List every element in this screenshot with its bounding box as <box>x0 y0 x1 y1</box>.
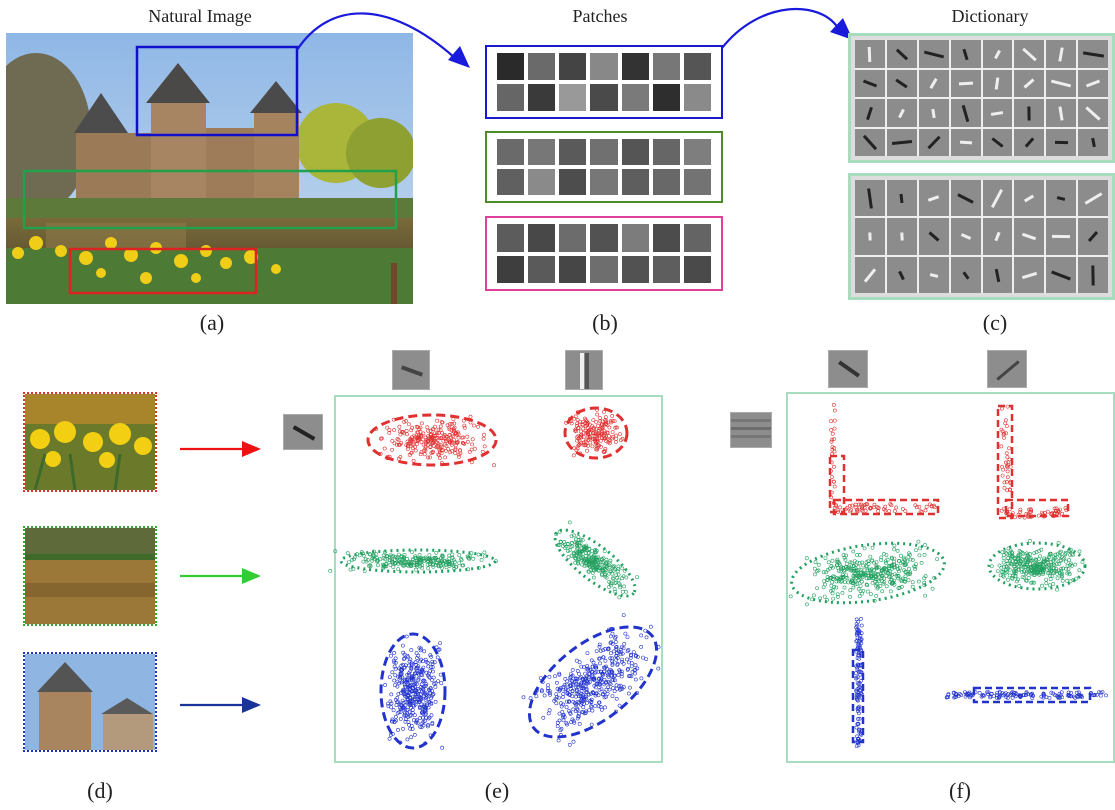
patches-flowers <box>485 216 723 291</box>
dictionary-atom <box>886 218 917 255</box>
dictionary-atom <box>1078 128 1108 156</box>
dictionary-atom <box>1046 256 1077 293</box>
scatter-point <box>328 569 333 573</box>
dictionary-atom <box>982 180 1013 217</box>
dictionary-atom <box>982 218 1013 255</box>
arrow-b-to-c <box>721 7 839 49</box>
caption-d: (d) <box>87 778 113 803</box>
dictionary-atom <box>982 40 1013 68</box>
dictionary-atom <box>855 99 885 127</box>
dictionary-atom <box>950 69 981 97</box>
dictionary-atom <box>1014 69 1045 97</box>
caption-f: (f) <box>949 778 971 803</box>
dictionary-atom <box>886 69 917 97</box>
dictionary-atom <box>950 256 981 293</box>
dictionary-atom <box>855 180 885 217</box>
header-patches: Patches <box>572 6 628 26</box>
caption-b: (b) <box>592 310 618 335</box>
dictionary-atom <box>1046 128 1077 156</box>
water-region-box <box>22 169 398 230</box>
dictionary-atom <box>950 128 981 156</box>
patches-water <box>485 131 723 203</box>
dictionary-atom <box>1078 180 1108 217</box>
dictionary-atom-f-top2 <box>987 350 1027 388</box>
dictionary-atom <box>982 128 1013 156</box>
dictionary-atom <box>982 69 1013 97</box>
castle-scene <box>6 33 413 304</box>
dictionary-upper <box>848 33 1115 163</box>
dictionary-atom <box>950 99 981 127</box>
dictionary-atom-e-top1 <box>392 350 430 390</box>
dictionary-atom-f-left <box>730 412 772 448</box>
dictionary-atom <box>1046 40 1077 68</box>
dictionary-atom <box>950 218 981 255</box>
dictionary-atom <box>1014 218 1045 255</box>
dictionary-atom-e-top2 <box>565 350 603 390</box>
dictionary-atom <box>855 256 885 293</box>
dictionary-atom <box>1046 180 1077 217</box>
dictionary-atom <box>1014 99 1045 127</box>
dictionary-atom <box>1078 218 1108 255</box>
dictionary-atom-e-left <box>283 414 323 450</box>
dictionary-atom <box>1046 69 1077 97</box>
dictionary-atom <box>982 99 1013 127</box>
sky-region-box <box>135 45 299 137</box>
dictionary-atom <box>886 40 917 68</box>
dictionary-atom <box>918 128 949 156</box>
flower-region-box <box>68 247 258 295</box>
header-natural-image: Natural Image <box>148 6 252 26</box>
tower-thumbnail <box>23 652 157 752</box>
blue-arrow <box>180 697 261 713</box>
dictionary-atom <box>918 256 949 293</box>
dictionary-atom <box>1078 256 1108 293</box>
dictionary-atom <box>886 180 917 217</box>
green-arrow <box>180 568 261 584</box>
daffodil-thumbnail <box>23 392 157 492</box>
patches-sky <box>485 45 723 119</box>
red-arrow <box>180 441 261 457</box>
pond-thumbnail <box>23 526 157 626</box>
caption-a: (a) <box>199 310 225 335</box>
dictionary-atom <box>918 99 949 127</box>
dictionary-lower <box>848 173 1115 300</box>
dictionary-atom <box>1014 40 1045 68</box>
dictionary-atom <box>855 69 885 97</box>
caption-e: (e) <box>484 778 510 803</box>
scatter-panel-e <box>334 395 663 763</box>
dictionary-atom <box>886 128 917 156</box>
dictionary-atom <box>855 218 885 255</box>
dictionary-atom <box>1014 256 1045 293</box>
dictionary-atom <box>918 69 949 97</box>
caption-c: (c) <box>982 310 1008 335</box>
dictionary-atom <box>950 40 981 68</box>
dictionary-atom <box>886 256 917 293</box>
scatter-panel-f <box>786 392 1115 763</box>
dictionary-atom <box>855 128 885 156</box>
dictionary-atom <box>1046 99 1077 127</box>
dictionary-atom-f-top1 <box>828 350 868 388</box>
dictionary-atom <box>855 40 885 68</box>
dictionary-atom <box>1078 40 1108 68</box>
dictionary-atom <box>1046 218 1077 255</box>
dictionary-atom <box>886 99 917 127</box>
natural-image-photo <box>6 33 413 304</box>
dictionary-atom <box>950 180 981 217</box>
dictionary-atom <box>918 180 949 217</box>
dictionary-atom <box>1078 99 1108 127</box>
dictionary-atom <box>1014 180 1045 217</box>
header-dictionary: Dictionary <box>951 6 1029 26</box>
dictionary-atom <box>918 218 949 255</box>
dictionary-atom <box>982 256 1013 293</box>
dictionary-atom <box>1078 69 1108 97</box>
dictionary-atom <box>918 40 949 68</box>
dictionary-atom <box>1014 128 1045 156</box>
